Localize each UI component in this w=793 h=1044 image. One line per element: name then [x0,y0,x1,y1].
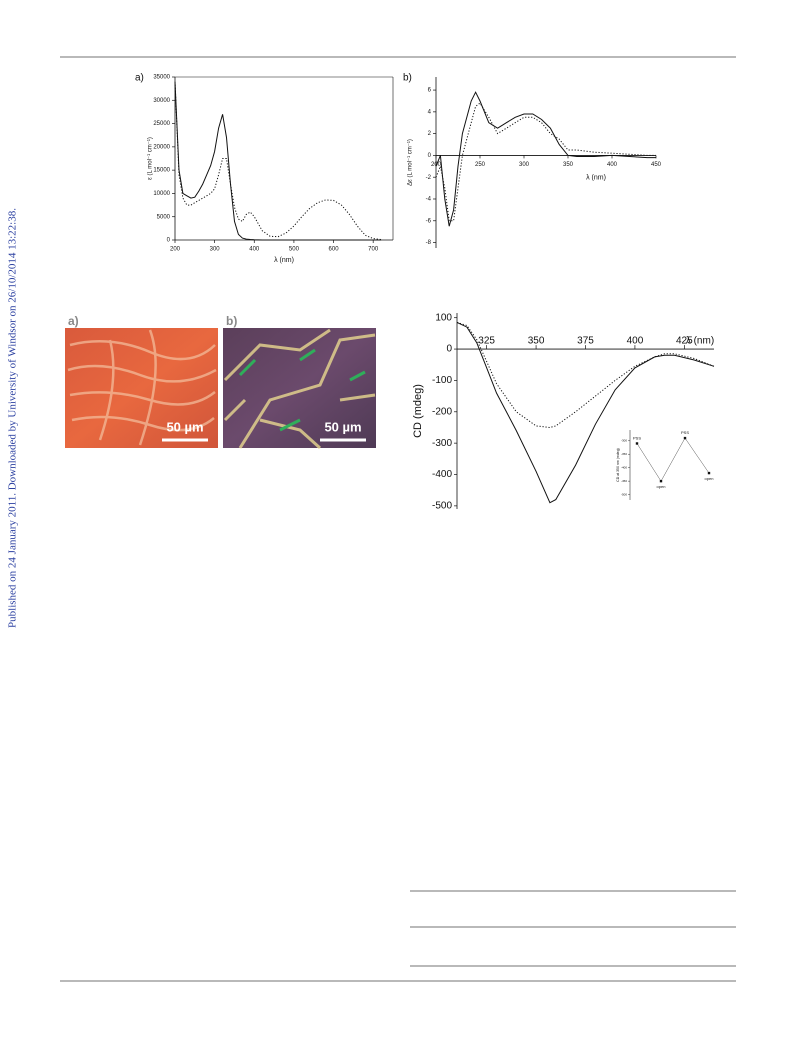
y-tick-label: 0 [167,238,171,244]
x-tick-label: 400 [607,162,618,168]
inset-point [659,479,663,483]
y-tick-label: -2 [426,175,432,181]
inset-chart: -300 -350 -400 -450 -500 CD at 350 nm (mdeg) P… [616,430,714,500]
inset-line [636,437,710,482]
y-tick-label: 6 [428,88,432,94]
x-axis-label: λ (nm) [274,257,294,264]
panel-label: a) [68,314,79,328]
y-axis-label: CD (mdeg) [412,384,424,438]
x-tick-label: 400 [627,336,644,347]
side-note: Published on 24 January 2011. Downloaded… [7,208,19,628]
point-label: open [657,484,666,489]
y-tick-label: -500 [621,492,627,496]
y-tick-label: -400 [432,469,452,480]
y-tick-label: -400 [621,465,627,469]
y-tick-label: -350 [621,452,627,456]
y-tick-label: 15000 [153,168,170,174]
y-axis-label: ε (L mol⁻¹ cm⁻¹) [148,137,154,180]
y-tick-label: 100 [435,312,452,323]
x-axis-label: λ (nm) [586,174,606,181]
y-tick-label: 2 [428,131,432,137]
y-tick-label: 0 [428,153,432,159]
y-tick-label: -6 [426,218,432,224]
x-tick-label: 450 [651,162,662,168]
y-tick-label: -300 [621,439,627,443]
y-tick-label: 25000 [153,121,170,127]
x-tick-label: 375 [577,336,594,347]
chart: -500 -400 -300 -200 -100 0 100 325 350 375 400 425λ… [412,312,715,512]
data-line [435,91,656,227]
y-tick-label: -450 [621,479,627,483]
y-tick-label: -300 [432,438,452,449]
point-label: PSS [681,430,689,435]
x-tick-label: 300 [519,162,530,168]
y-tick-label: 10000 [153,191,170,197]
panel-label: a) [135,73,144,84]
y-tick-label: -8 [426,240,432,246]
y-axis-label: CD at 350 nm (mdeg) [616,448,620,482]
scale-bar-label: 50 µm [166,419,203,434]
panel-label: b) [226,314,237,328]
x-tick-label: 350 [563,162,574,168]
micrograph: b) 50 µm [223,314,376,450]
chart: 0 5000 10000 15000 20000 25000 30000 35000 200 30… [135,73,394,264]
data-line [174,81,382,240]
y-tick-label: -200 [432,406,452,417]
x-axis-label: λ (nm) [686,336,714,347]
x-tick-label: 250 [475,162,486,168]
x-tick-label: 300 [210,247,221,253]
x-tick-label: 325 [478,336,495,347]
y-tick-label: 30000 [153,98,170,104]
y-tick-label: -500 [432,501,452,512]
point-label: open [705,476,714,481]
x-tick-label: 600 [329,247,340,253]
x-tick-label: 425 [676,336,693,347]
point-label: PSS [633,436,641,441]
y-tick-label: 35000 [153,75,170,81]
x-tick-label: 350 [528,336,545,347]
y-tick-label: -100 [432,375,452,386]
y-tick-label: -4 [426,197,432,203]
inset-point [707,471,711,475]
x-tick-label: 400 [249,247,260,253]
x-tick-label: 500 [289,247,300,253]
data-line [435,102,656,222]
x-tick-label: 200 [170,247,181,253]
y-tick-label: 0 [446,344,452,355]
y-tick-label: 5000 [157,214,171,220]
x-tick-label: 700 [368,247,379,253]
micrograph-image [223,328,376,448]
data-line [174,81,382,241]
y-tick-label: 4 [428,109,432,115]
micrograph: a) 50 µm [65,314,218,448]
y-axis-label: Δε (L mol⁻¹ cm⁻¹) [408,139,414,186]
inset-point [635,442,639,445]
inset-point [683,436,687,440]
data-line [456,321,715,504]
y-tick-label: 20000 [153,144,170,150]
panel-label: b) [403,73,412,84]
scale-bar-label: 50 µm [324,419,361,434]
